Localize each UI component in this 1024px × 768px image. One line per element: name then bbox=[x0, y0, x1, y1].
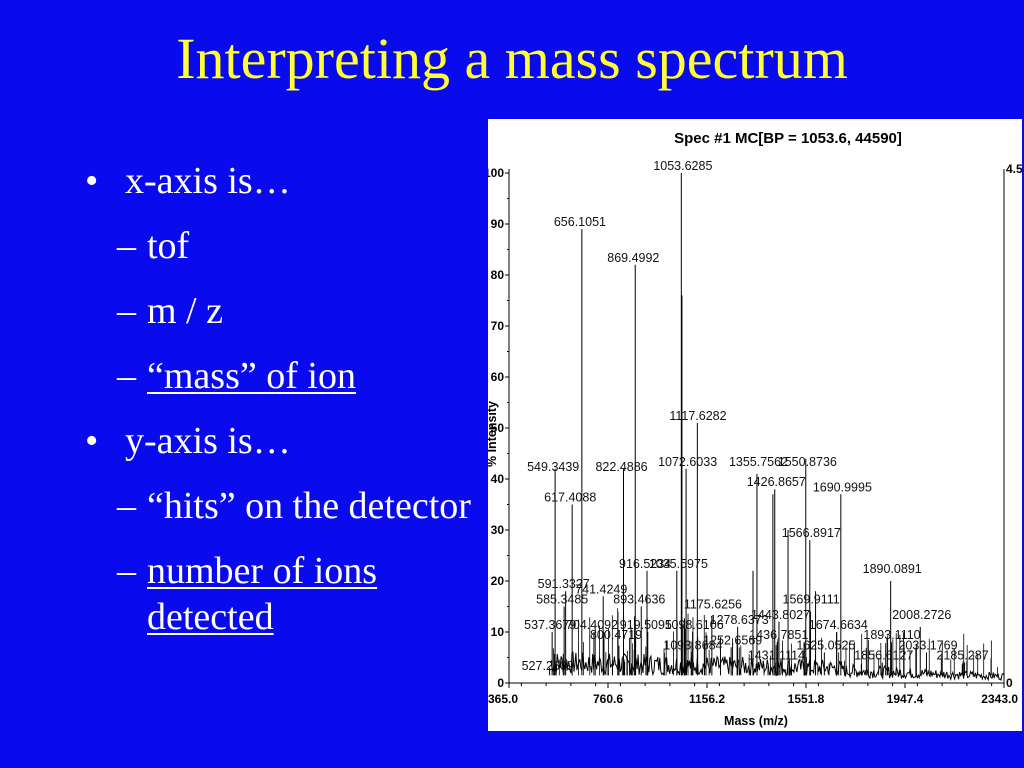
x-tick-label: 1947.4 bbox=[887, 692, 924, 706]
y-tick-label: 80 bbox=[491, 268, 505, 282]
peak-label: 591.3327 bbox=[538, 577, 590, 591]
y-tick-label: 90 bbox=[491, 217, 505, 231]
y-tick-label: 100 bbox=[488, 166, 504, 180]
peak-label: 527.2609 bbox=[522, 659, 574, 673]
mass-spectrum-chart: Spec #1 MC[BP = 1053.6, 44590] 0 10 20 30 40 5… bbox=[488, 119, 1022, 731]
peak-label: 549.3439 bbox=[527, 460, 579, 474]
peak-label: 1569.9111 bbox=[783, 593, 840, 607]
x-tick-label: 1551.8 bbox=[788, 692, 825, 706]
sub-bullet-link-mass-of-ion[interactable]: “mass” of ion bbox=[147, 355, 356, 397]
bullet-text: y-axis is… bbox=[125, 420, 291, 462]
chart-title: Spec #1 MC[BP = 1053.6, 44590] bbox=[674, 130, 902, 147]
peak-label: 2185.287 bbox=[937, 649, 989, 663]
sub-bullet-m-over-z: – m / z bbox=[85, 288, 475, 334]
peak-label: 1053.6285 bbox=[653, 159, 712, 173]
peak-label: 1856.6127 bbox=[854, 649, 913, 663]
sub-bullet-number-of-ions: – number of ions detected bbox=[85, 548, 475, 640]
dash: – bbox=[117, 485, 136, 527]
bullet-list: • x-axis is… – tof – m / z – “mass” of i… bbox=[85, 158, 475, 659]
x-tick-label: 760.6 bbox=[593, 692, 623, 706]
right-axis-min-label: 0 bbox=[1006, 676, 1013, 690]
sub-bullet-hits: – “hits” on the detector bbox=[85, 483, 475, 529]
sub-bullet-tof: – tof bbox=[85, 223, 475, 269]
dash: – bbox=[117, 225, 136, 267]
x-tick-label: 365.0 bbox=[488, 692, 518, 706]
bullet-dot: • bbox=[85, 160, 99, 202]
dash: – bbox=[117, 550, 136, 592]
sub-bullet-text: tof bbox=[147, 225, 190, 267]
peak-label: 1550.8736 bbox=[778, 455, 837, 469]
peak-label: 1431.1114 bbox=[748, 649, 805, 663]
peak-label: 1278.6373 bbox=[710, 613, 769, 627]
peak-label: 1436.7851 bbox=[749, 628, 808, 642]
x-axis-label: Mass (m/z) bbox=[724, 714, 788, 728]
slide-title: Interpreting a mass spectrum bbox=[176, 26, 848, 91]
peak-label: 1443.8027 bbox=[751, 608, 810, 622]
peak-label: 1175.6256 bbox=[684, 598, 742, 612]
bullet-text: x-axis is… bbox=[125, 160, 291, 202]
y-tick-label: 60 bbox=[491, 370, 505, 384]
peak-label: 617.4088 bbox=[544, 491, 596, 505]
peak-label: 1690.9995 bbox=[813, 480, 872, 494]
bullet-x-axis: • x-axis is… bbox=[85, 158, 475, 204]
y-axis-label: % Intensity bbox=[488, 401, 499, 467]
sub-bullet-text: m / z bbox=[147, 290, 223, 332]
x-tick-label: 2343.0 bbox=[981, 692, 1018, 706]
sub-bullet-text: “hits” on the detector bbox=[147, 485, 471, 527]
dash: – bbox=[117, 290, 136, 332]
peak-label: 1093.8684 bbox=[663, 638, 722, 652]
peak-label: 893.4636 bbox=[613, 593, 665, 607]
peak-label: 1674.6634 bbox=[809, 618, 868, 632]
y-tick-label: 30 bbox=[491, 523, 505, 537]
y-tick-label: 10 bbox=[491, 625, 505, 639]
peak-label: 916.5234 bbox=[619, 557, 671, 571]
y-tick-label: 40 bbox=[491, 472, 505, 486]
peak-label: 1625.0525 bbox=[796, 638, 855, 652]
peak-label: 1035.5975 bbox=[649, 557, 708, 571]
y-tick-label: 0 bbox=[497, 676, 504, 690]
peak-label: 537.3679 bbox=[524, 618, 576, 632]
peak-label: 1893.1110 bbox=[863, 628, 920, 642]
bullet-y-axis: • y-axis is… bbox=[85, 418, 475, 464]
spectrum-svg: Spec #1 MC[BP = 1053.6, 44590] 0 10 20 30 40 5… bbox=[488, 130, 1022, 728]
peak-label: 1117.6282 bbox=[669, 409, 726, 423]
peak-label: 741.4249 bbox=[575, 582, 627, 596]
x-tick-label: 1156.2 bbox=[689, 692, 725, 706]
sub-bullet-mass-of-ion: – “mass” of ion bbox=[85, 353, 475, 399]
peak-label: 1252.6569 bbox=[703, 633, 762, 647]
peak-label: 2008.2726 bbox=[892, 608, 951, 622]
peak-label: 1890.0891 bbox=[863, 562, 922, 576]
y-tick-label: 70 bbox=[491, 319, 505, 333]
peak-label: 1566.8917 bbox=[782, 526, 841, 540]
bullet-dot: • bbox=[85, 420, 99, 462]
peak-label: 1072.6033 bbox=[658, 455, 717, 469]
peak-label: 704.4092 bbox=[566, 618, 618, 632]
dash: – bbox=[117, 355, 136, 397]
peak-label: 919.5095 bbox=[620, 618, 672, 632]
peak-label: 656.1051 bbox=[554, 215, 606, 229]
peak-label: 869.4992 bbox=[607, 251, 659, 265]
peak-label: 1426.8657 bbox=[747, 475, 806, 489]
sub-bullet-link-number-of-ions[interactable]: number of ions detected bbox=[147, 550, 378, 638]
right-axis-max-label: 4.5 bbox=[1006, 162, 1022, 176]
peak-label: 822.4886 bbox=[595, 460, 647, 474]
peak-label: 1355.7562 bbox=[729, 455, 788, 469]
y-tick-label: 20 bbox=[491, 574, 505, 588]
peak-label: 800.4719 bbox=[590, 628, 642, 642]
peak-label: 1098.6106 bbox=[665, 618, 724, 632]
peak-label: 2033.1769 bbox=[898, 638, 957, 652]
peak-label: 585.3485 bbox=[536, 593, 588, 607]
y-tick-label: 50 bbox=[491, 421, 505, 435]
